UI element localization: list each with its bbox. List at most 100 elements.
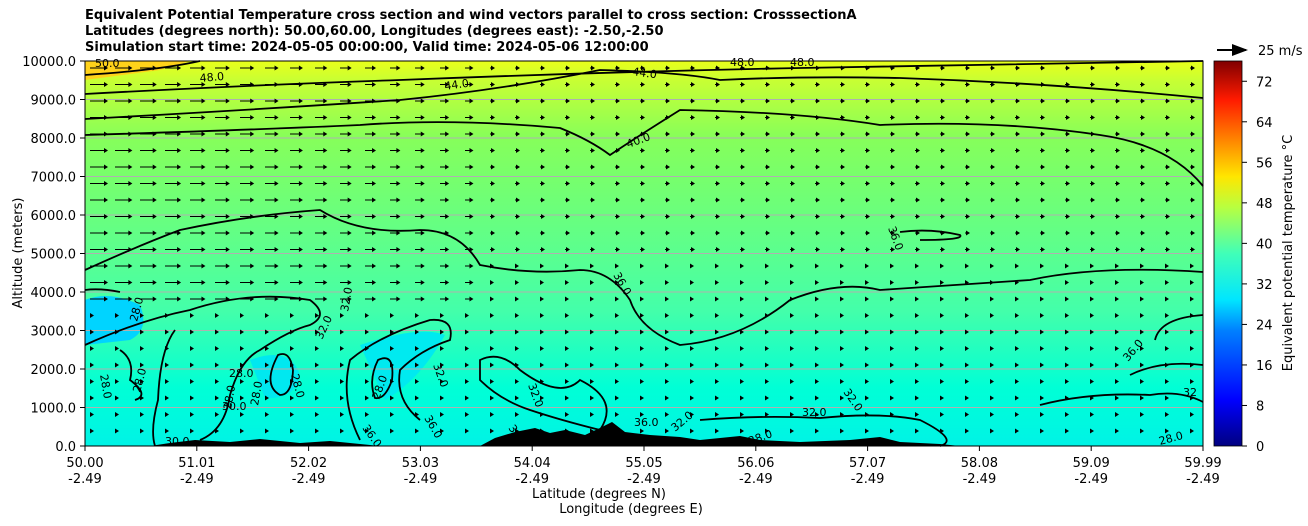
wind-vector <box>115 329 119 335</box>
wind-vector <box>790 115 795 120</box>
x-tick-label-lon: -2.49 <box>515 472 549 487</box>
wind-vector <box>1040 115 1045 120</box>
wind-vector <box>290 214 303 219</box>
wind-vector <box>140 98 157 104</box>
wind-vector <box>490 346 494 351</box>
wind-vector <box>590 82 595 87</box>
wind-vector <box>890 428 894 434</box>
wind-vector <box>1040 131 1045 137</box>
wind-vector <box>565 263 569 269</box>
wind-vector <box>165 263 182 269</box>
wind-vector <box>565 181 570 186</box>
wind-vector <box>1140 379 1144 384</box>
wind-vector <box>240 329 244 335</box>
wind-vector <box>1015 296 1019 302</box>
wind-vector <box>690 412 694 417</box>
wind-vector <box>290 181 303 186</box>
wind-vector <box>740 148 745 153</box>
wind-vector <box>315 412 319 417</box>
wind-vector <box>615 82 620 87</box>
wind-vector <box>315 379 319 384</box>
wind-vector <box>740 214 745 219</box>
colorbar-ticks: 0 8 16 24 32 40 48 56 64 72 <box>1242 75 1273 455</box>
wind-vector <box>965 82 970 87</box>
wind-vector <box>465 181 474 186</box>
wind-vector <box>190 65 206 71</box>
wind-vector <box>790 329 794 335</box>
wind-vector <box>615 65 620 71</box>
wind-vector <box>290 197 303 203</box>
wind-vector <box>715 98 720 104</box>
wind-vector <box>365 379 369 384</box>
wind-vector <box>290 148 303 153</box>
wind-vector <box>440 214 450 219</box>
wind-vector <box>890 197 895 203</box>
wind-vector <box>340 313 344 318</box>
wind-vector <box>590 395 594 401</box>
wind-vector <box>240 412 244 417</box>
wind-vector <box>790 379 794 384</box>
x-tick-label-lon: -2.49 <box>68 472 102 487</box>
wind-vector <box>590 181 595 186</box>
wind-vector <box>265 412 269 417</box>
wind-vector <box>865 115 870 120</box>
wind-vector <box>140 148 157 153</box>
wind-vector <box>340 280 352 285</box>
wind-vector <box>365 313 369 318</box>
y-axis: 0.0 1000.0 2000.0 3000.0 4000.0 5000.0 6000.0 7… <box>22 55 85 455</box>
wind-vector <box>990 313 994 318</box>
wind-vector <box>815 181 820 186</box>
wind-vector <box>240 247 255 252</box>
x-tick-label-lon: -2.49 <box>404 472 438 487</box>
wind-vector <box>890 164 895 170</box>
wind-vector <box>1090 362 1094 368</box>
wind-vector <box>1015 230 1020 236</box>
wind-vector <box>1190 428 1194 434</box>
wind-vector <box>440 181 450 186</box>
wind-vector <box>890 131 895 137</box>
wind-vector <box>1040 313 1044 318</box>
wind-vector <box>90 412 94 417</box>
wind-vector <box>540 164 545 170</box>
wind-vector <box>515 346 519 351</box>
wind-vector <box>915 214 920 219</box>
wind-vector <box>765 379 769 384</box>
contour-36b <box>1129 362 1204 376</box>
wind-vector <box>315 98 328 104</box>
wind-vector <box>1065 329 1069 335</box>
wind-vector <box>990 412 994 417</box>
wind-vector <box>1165 230 1170 236</box>
wind-vector <box>415 181 425 186</box>
colorbar-tick-label: 72 <box>1256 75 1273 90</box>
wind-vector <box>165 346 169 351</box>
wind-vector <box>465 148 474 153</box>
wind-vector <box>315 346 319 351</box>
wind-vector <box>315 214 328 219</box>
wind-vector <box>690 379 694 384</box>
wind-vector <box>365 412 369 417</box>
wind-vector <box>390 65 401 71</box>
wind-vector <box>115 379 119 384</box>
wind-vector <box>515 280 519 285</box>
x-axis: 50.00-2.4951.01-2.4952.02-2.4953.03-2.49… <box>66 446 1222 487</box>
wind-vector <box>965 247 970 252</box>
y-tick-label: 10000.0 <box>22 55 76 70</box>
wind-vector <box>1140 296 1144 302</box>
wind-vector <box>215 362 219 368</box>
wind-vector <box>890 230 895 236</box>
wind-vector <box>1115 395 1119 401</box>
wind-vector <box>1065 164 1070 170</box>
wind-vector <box>115 82 133 87</box>
wind-vector <box>115 148 133 153</box>
wind-vector <box>1140 164 1145 170</box>
wind-vector <box>915 148 920 153</box>
contour-label-48c: 48.0 <box>790 56 815 69</box>
wind-vector <box>1065 214 1070 219</box>
wind-vector <box>965 280 969 285</box>
wind-vector <box>465 98 474 104</box>
wind-vector <box>365 65 377 71</box>
wind-vector <box>140 247 157 252</box>
wind-vector <box>240 362 244 368</box>
wind-vector <box>590 346 594 351</box>
wind-vector <box>665 82 670 87</box>
